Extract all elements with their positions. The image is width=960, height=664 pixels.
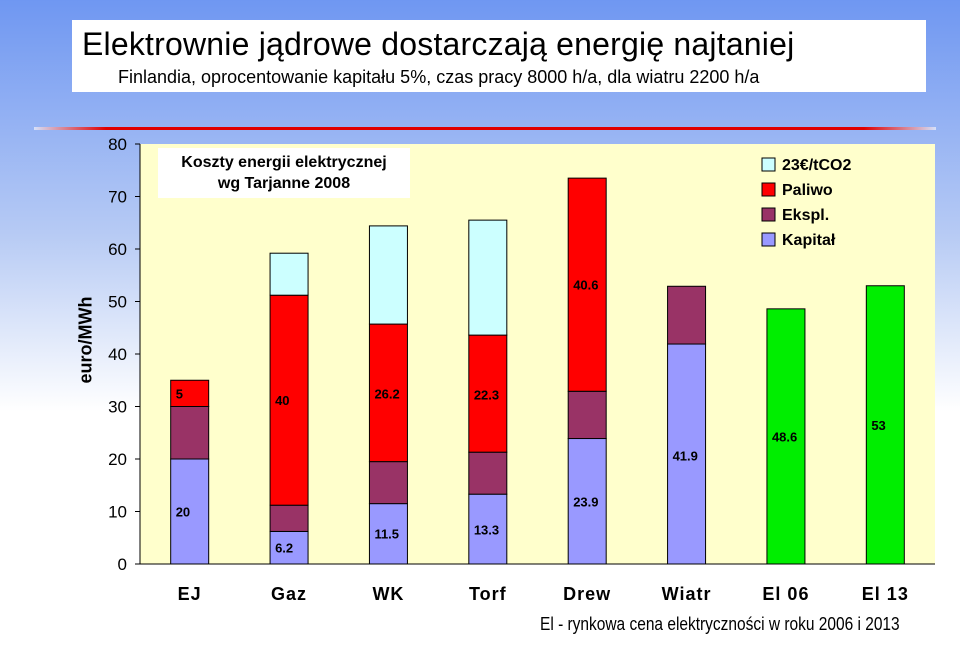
bar-segment	[567, 438, 607, 565]
bar-segment	[170, 406, 210, 460]
bar-segment	[368, 503, 408, 565]
y-tick-label: 0	[118, 555, 127, 574]
y-tick-label: 30	[108, 398, 127, 417]
y-tick-label: 20	[108, 450, 127, 469]
bar-segment	[468, 219, 508, 336]
data-label: 23.9	[573, 495, 598, 510]
chart-title: Elektrownie jądrowe dostarczają energię …	[82, 26, 795, 62]
data-label: 53	[871, 418, 885, 433]
x-tick-label: El 06	[762, 584, 809, 604]
data-label: 22.3	[474, 387, 499, 402]
x-tick-label: Gaz	[271, 584, 307, 604]
annotation-box	[158, 148, 410, 198]
bar-segment	[468, 451, 508, 495]
legend-swatch	[761, 182, 776, 197]
bar-segment	[170, 458, 210, 565]
title-box: Elektrownie jądrowe dostarczają energię …	[72, 20, 926, 92]
bar-segment	[269, 504, 309, 532]
x-tick-label: Torf	[469, 584, 507, 604]
legend-label: Paliwo	[782, 182, 833, 199]
bar-segment	[667, 285, 707, 345]
divider-line	[34, 127, 936, 130]
bar-segment	[865, 285, 905, 565]
bar-segment	[269, 294, 309, 506]
bar-segment	[269, 530, 309, 565]
bar-segment	[567, 390, 607, 440]
data-label: 6.2	[275, 541, 293, 556]
legend-swatch	[761, 207, 776, 222]
data-label: 48.6	[772, 429, 797, 444]
y-tick-label: 10	[108, 503, 127, 522]
y-tick-label: 70	[108, 188, 127, 207]
bar-segment	[766, 308, 806, 565]
annotation-text: Koszty energii elektrycznej	[181, 154, 386, 171]
legend-swatch	[761, 232, 776, 247]
legend-label: Kapitał	[782, 232, 836, 249]
data-label: 26.2	[374, 386, 399, 401]
bar-segment	[269, 252, 309, 296]
x-tick-label: Wiatr	[662, 584, 712, 604]
legend-label: 23€/tCO2	[782, 157, 851, 174]
x-tick-label: Drew	[563, 584, 611, 604]
data-label: 20	[176, 505, 190, 520]
x-tick-label: EJ	[178, 584, 202, 604]
bar-segment	[667, 343, 707, 565]
footnote: El - rynkowa cena elektryczności w roku …	[540, 614, 900, 634]
bar-segment	[170, 379, 210, 407]
data-label: 13.3	[474, 522, 499, 537]
data-label: 40.6	[573, 278, 598, 293]
chart-subtitle: Finlandia, oprocentowanie kapitału 5%, c…	[118, 67, 760, 87]
bar-segment	[567, 177, 607, 392]
legend-swatch	[761, 157, 776, 172]
data-label: 5	[176, 386, 183, 401]
x-tick-label: El 13	[862, 584, 909, 604]
bar-segment	[368, 225, 408, 325]
annotation-text: wg Tarjanne 2008	[217, 175, 350, 192]
y-tick-label: 50	[108, 293, 127, 312]
data-label: 41.9	[673, 448, 698, 463]
y-tick-label: 40	[108, 345, 127, 364]
y-tick-label: 60	[108, 240, 127, 259]
data-label: 11.5	[374, 527, 399, 542]
bar-segment	[368, 461, 408, 505]
legend-label: Ekspl.	[782, 207, 829, 224]
x-tick-label: WK	[372, 584, 404, 604]
data-label: 40	[275, 393, 289, 408]
y-tick-label: 80	[108, 135, 127, 154]
